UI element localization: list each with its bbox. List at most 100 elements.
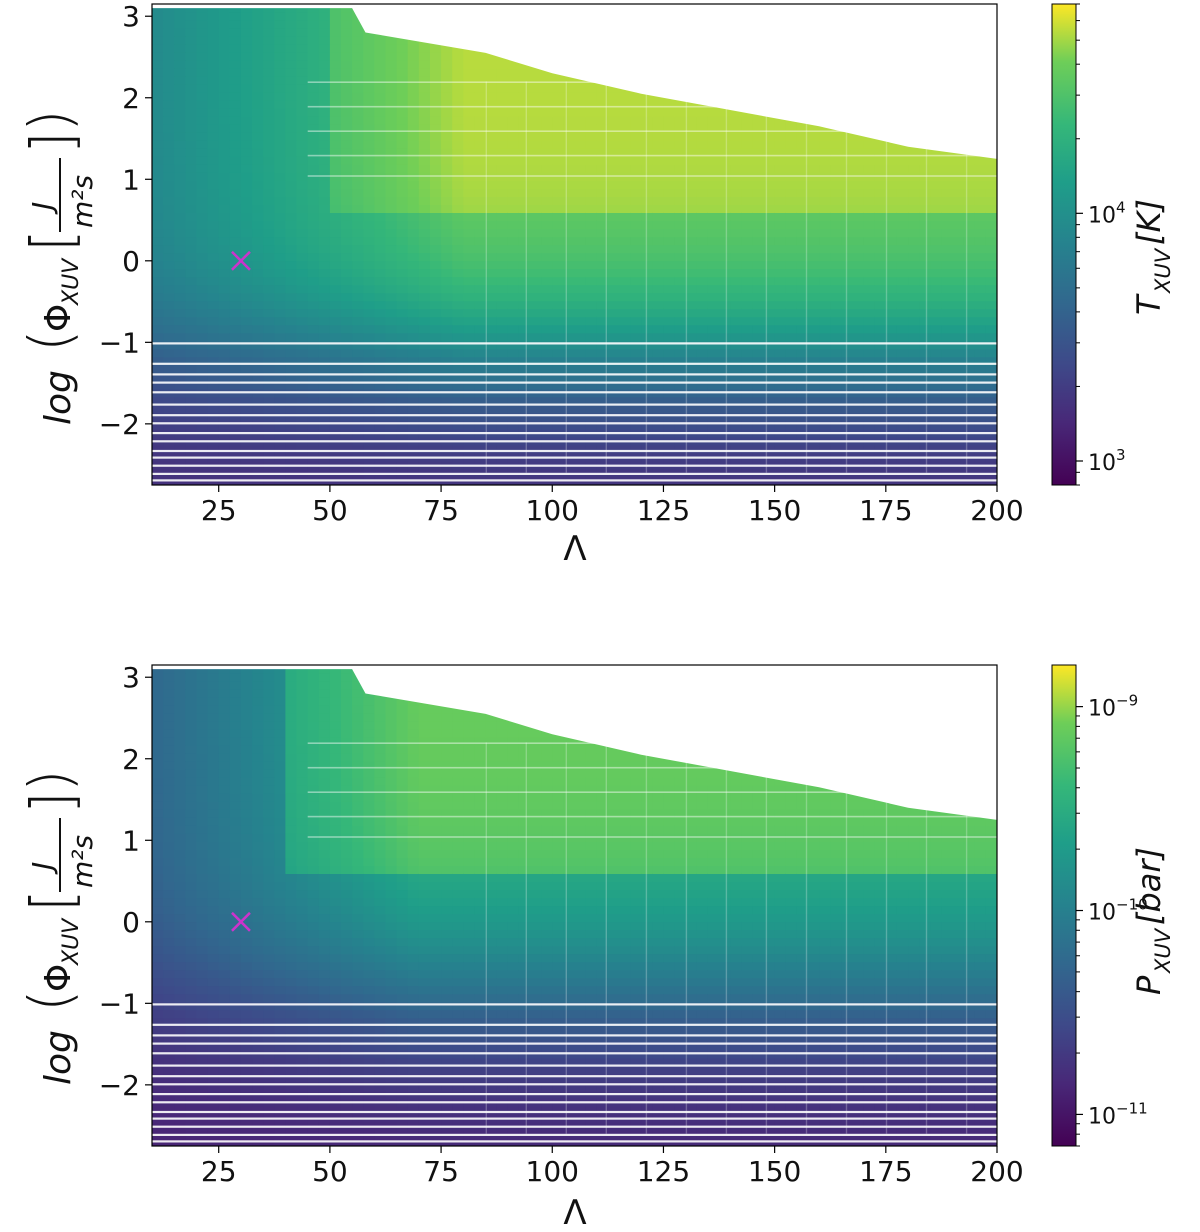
field-cell	[852, 420, 865, 430]
field-cell	[196, 945, 209, 955]
field-cell	[552, 92, 564, 101]
field-cell	[441, 404, 453, 414]
field-cell	[152, 1033, 164, 1043]
field-cell	[785, 444, 798, 454]
field-cell	[385, 228, 398, 238]
field-cell	[163, 929, 175, 939]
field-cell	[741, 364, 753, 374]
field-cell	[896, 420, 909, 430]
field-cell	[396, 92, 409, 101]
field-cell	[263, 28, 275, 37]
field-cell	[352, 252, 364, 262]
field-cell	[963, 252, 976, 262]
field-cell	[985, 212, 997, 221]
field-cell	[785, 420, 798, 430]
field-cell	[585, 364, 598, 374]
field-cell	[808, 148, 820, 157]
field-cell	[352, 404, 364, 414]
field-cell	[930, 172, 942, 181]
field-cell	[774, 188, 787, 197]
field-cell	[819, 172, 831, 181]
field-cell	[752, 324, 765, 334]
field-cell	[930, 412, 942, 422]
field-cell	[819, 156, 831, 165]
field-cell	[908, 380, 920, 390]
field-cell	[574, 156, 587, 165]
field-cell	[919, 268, 931, 278]
field-cell	[919, 324, 931, 334]
field-cell	[552, 84, 564, 93]
field-cell	[518, 412, 531, 422]
field-cell	[274, 316, 286, 326]
field-cell	[674, 100, 687, 109]
field-cell	[596, 260, 609, 270]
field-cell	[741, 276, 753, 286]
field-cell	[274, 236, 286, 246]
field-cell	[452, 332, 464, 342]
field-cell	[974, 252, 987, 262]
field-cell	[974, 340, 987, 350]
field-cell	[663, 324, 676, 334]
field-cell	[719, 148, 731, 157]
field-cell	[385, 284, 398, 294]
field-cell	[252, 332, 264, 342]
field-cell	[752, 236, 765, 246]
field-cell	[552, 340, 564, 350]
field-cell	[207, 404, 220, 414]
field-cell	[452, 404, 464, 414]
field-cell	[296, 300, 309, 310]
field-cell	[407, 164, 420, 173]
field-cell	[185, 1105, 198, 1115]
x-tick-label: 125	[637, 494, 690, 527]
field-cell	[496, 236, 509, 246]
field-cell	[985, 300, 997, 310]
field-cell	[263, 132, 275, 141]
field-cell	[463, 68, 475, 77]
field-cell	[263, 364, 275, 374]
field-cell	[752, 244, 765, 254]
field-cell	[196, 108, 209, 117]
field-cell	[541, 356, 553, 366]
field-cell	[418, 84, 431, 93]
field-cell	[852, 404, 865, 414]
field-cell	[207, 444, 220, 454]
field-cell	[207, 212, 220, 221]
field-cell	[396, 60, 409, 69]
field-cell	[407, 92, 420, 101]
field-cell	[152, 681, 164, 690]
field-cell	[752, 372, 765, 382]
field-cell	[285, 172, 298, 181]
field-cell	[641, 396, 653, 406]
field-cell	[841, 276, 853, 286]
field-cell	[541, 260, 553, 270]
field-cell	[163, 244, 175, 254]
field-cell	[808, 188, 820, 197]
field-cell	[452, 356, 464, 366]
field-cell	[285, 372, 298, 382]
field-cell	[518, 420, 531, 430]
field-cell	[730, 380, 742, 390]
field-cell	[152, 809, 164, 818]
field-cell	[808, 252, 820, 262]
field-cell	[963, 444, 976, 454]
field-cell	[607, 396, 620, 406]
field-cell	[707, 228, 720, 238]
field-cell	[385, 260, 398, 270]
field-cell	[541, 308, 553, 318]
field-cell	[318, 68, 331, 77]
field-cell	[674, 396, 687, 406]
field-cell	[874, 380, 887, 390]
field-cell	[674, 164, 687, 173]
field-cell	[163, 689, 175, 698]
field-cell	[452, 444, 464, 454]
field-cell	[463, 148, 475, 157]
field-cell	[474, 260, 487, 270]
field-cell	[407, 324, 420, 334]
field-cell	[585, 132, 598, 141]
field-cell	[507, 196, 520, 205]
field-cell	[574, 124, 587, 133]
field-cell	[952, 156, 965, 165]
field-cell	[185, 340, 198, 350]
field-cell	[908, 148, 920, 157]
field-cell	[696, 412, 709, 422]
